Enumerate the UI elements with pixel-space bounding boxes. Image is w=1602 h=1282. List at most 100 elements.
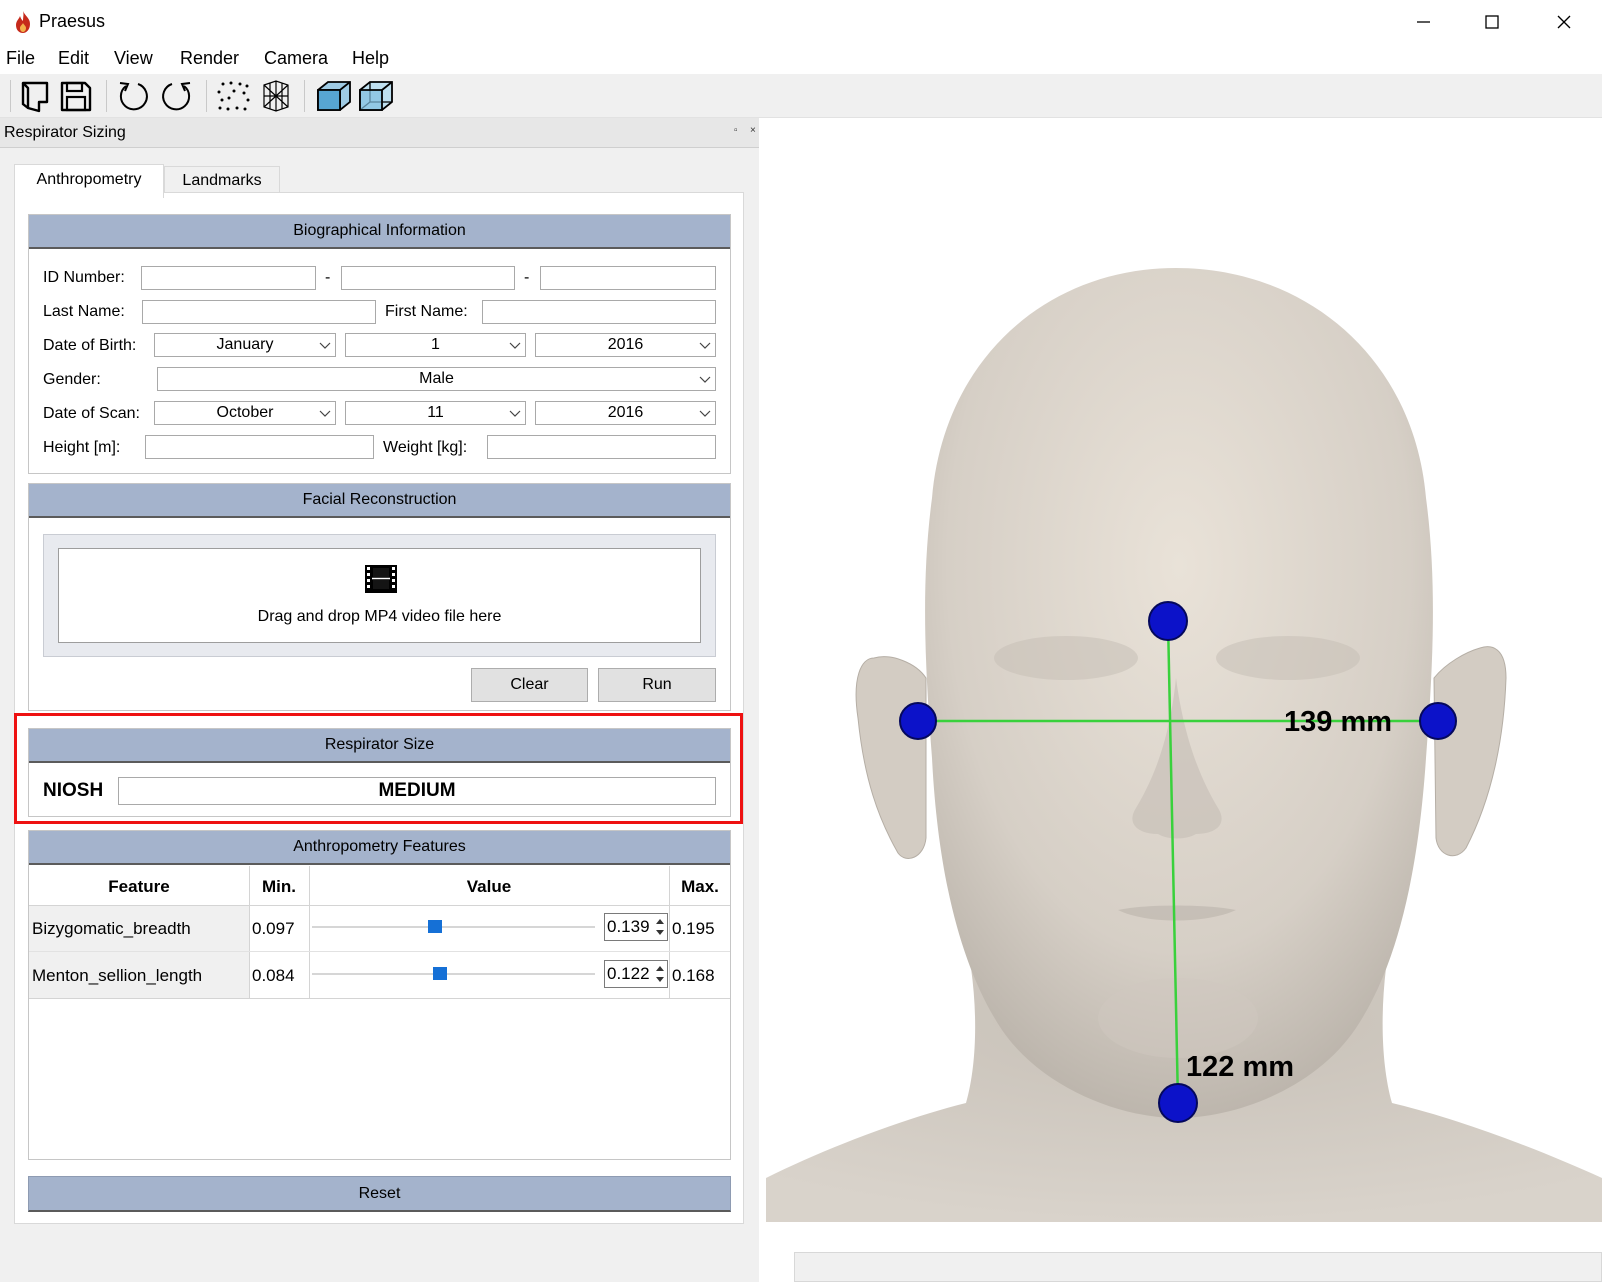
chevron-down-icon: [699, 410, 711, 417]
menu-view[interactable]: View: [114, 48, 153, 68]
row-divider: [29, 951, 730, 952]
dock-title-bar: Respirator Sizing ▫ ×: [0, 118, 759, 148]
head-model: [766, 268, 1602, 1222]
solid-view-button[interactable]: [314, 78, 354, 114]
open-button[interactable]: [16, 78, 56, 114]
wireframe-view-button[interactable]: [256, 78, 296, 114]
weight-label: Weight [kg]:: [383, 439, 468, 456]
gender-select[interactable]: Male: [157, 367, 716, 391]
clear-button[interactable]: Clear: [471, 668, 588, 702]
toolbar: [0, 74, 1602, 118]
dob-day-value: 1: [431, 336, 440, 353]
scan-month-select[interactable]: October: [154, 401, 336, 425]
dob-day-select[interactable]: 1: [345, 333, 526, 357]
feature-value-spinbox[interactable]: 0.139: [604, 913, 668, 941]
dock-close-icon[interactable]: ×: [750, 125, 756, 136]
id-number-part2-input[interactable]: [341, 266, 515, 290]
feature-value-spinbox[interactable]: 0.122: [604, 960, 668, 988]
tab-landmarks[interactable]: Landmarks: [164, 166, 280, 192]
maximize-icon: [1485, 15, 1499, 29]
maximize-button[interactable]: [1462, 4, 1522, 40]
last-name-input[interactable]: [142, 300, 376, 324]
scan-day-value: 11: [427, 404, 444, 421]
feature-max: 0.168: [672, 966, 715, 985]
feature-slider-track[interactable]: [312, 973, 595, 975]
rotate-right-button[interactable]: [156, 78, 196, 114]
dob-month-select[interactable]: January: [154, 333, 336, 357]
respirator-size-value: MEDIUM: [118, 777, 716, 805]
vertical-measurement-label: 122 mm: [1186, 1051, 1295, 1083]
reset-button[interactable]: Reset: [28, 1176, 731, 1212]
id-number-part1-input[interactable]: [141, 266, 316, 290]
last-name-label: Last Name:: [43, 303, 125, 320]
toolbar-separator: [106, 80, 107, 112]
toolbar-separator: [206, 80, 207, 112]
menu-help[interactable]: Help: [352, 48, 390, 68]
rotate-left-button[interactable]: [114, 78, 154, 114]
chevron-down-icon: [699, 376, 711, 383]
scan-year-select[interactable]: 2016: [535, 401, 716, 425]
feature-slider-handle[interactable]: [427, 920, 442, 933]
tab-anthropometry[interactable]: Anthropometry: [14, 164, 164, 198]
feature-max: 0.195: [672, 919, 715, 938]
run-button[interactable]: Run: [598, 668, 716, 702]
menu-file[interactable]: File: [6, 48, 36, 68]
save-button[interactable]: [56, 78, 96, 114]
first-name-input[interactable]: [482, 300, 716, 324]
scan-day-select[interactable]: 11: [345, 401, 526, 425]
table-row-header-column: [29, 906, 249, 998]
menu-camera[interactable]: Camera: [264, 48, 329, 68]
id-number-part3-input[interactable]: [540, 266, 716, 290]
save-icon: [60, 81, 92, 112]
date-of-birth-label: Date of Birth:: [43, 337, 137, 354]
gender-label: Gender:: [43, 371, 101, 388]
point-cloud-icon: [217, 81, 250, 111]
dock-float-icon[interactable]: ▫: [734, 125, 738, 136]
chevron-down-icon: [699, 342, 711, 349]
dob-month-value: January: [216, 336, 274, 353]
close-icon: [1557, 15, 1571, 29]
dob-year-select[interactable]: 2016: [535, 333, 716, 357]
feature-slider-handle[interactable]: [433, 967, 448, 980]
column-header-feature[interactable]: Feature: [108, 877, 170, 896]
first-name-label: First Name:: [385, 303, 468, 320]
feature-min: 0.097: [252, 919, 295, 938]
flame-logo-icon: [16, 11, 30, 33]
close-button[interactable]: [1536, 4, 1596, 40]
column-divider: [309, 866, 310, 998]
minimize-button[interactable]: [1392, 4, 1452, 40]
transparent-cube-icon: [359, 81, 393, 111]
weight-input[interactable]: [487, 435, 716, 459]
toolbar-separator: [304, 80, 305, 112]
column-header-value[interactable]: Value: [466, 877, 512, 896]
toolbar-grip: [10, 80, 11, 112]
video-dropzone[interactable]: Drag and drop MP4 video file here: [58, 548, 701, 643]
feature-slider-track[interactable]: [312, 926, 595, 928]
column-header-max[interactable]: Max.: [681, 877, 719, 896]
height-input[interactable]: [145, 435, 374, 459]
menu-render[interactable]: Render: [180, 48, 240, 68]
solid-cube-icon: [317, 81, 351, 111]
column-header-min[interactable]: Min.: [262, 877, 296, 896]
row-divider: [29, 998, 730, 999]
id-separator: -: [524, 269, 530, 286]
chevron-down-icon: [509, 342, 521, 349]
open-file-icon: [21, 81, 49, 113]
3d-viewport[interactable]: 139 mm 122 mm: [766, 118, 1602, 1250]
biographical-information-header: Biographical Information: [29, 215, 730, 249]
spin-arrows-icon[interactable]: [654, 962, 666, 986]
film-icon: [365, 565, 397, 593]
height-label: Height [m]:: [43, 439, 121, 456]
niosh-label: NIOSH: [43, 780, 104, 801]
menu-edit[interactable]: Edit: [58, 48, 90, 68]
table-header-row: [29, 866, 730, 906]
spin-arrows-icon[interactable]: [654, 915, 666, 939]
column-divider: [669, 866, 670, 998]
title-bar: Praesus: [0, 0, 1602, 44]
column-divider: [249, 866, 250, 998]
transparent-view-button[interactable]: [356, 78, 396, 114]
id-number-label: ID Number:: [43, 269, 125, 286]
feature-name: Bizygomatic_breadth: [32, 919, 191, 938]
points-view-button[interactable]: [214, 78, 254, 114]
feature-value: 0.122: [607, 964, 650, 983]
